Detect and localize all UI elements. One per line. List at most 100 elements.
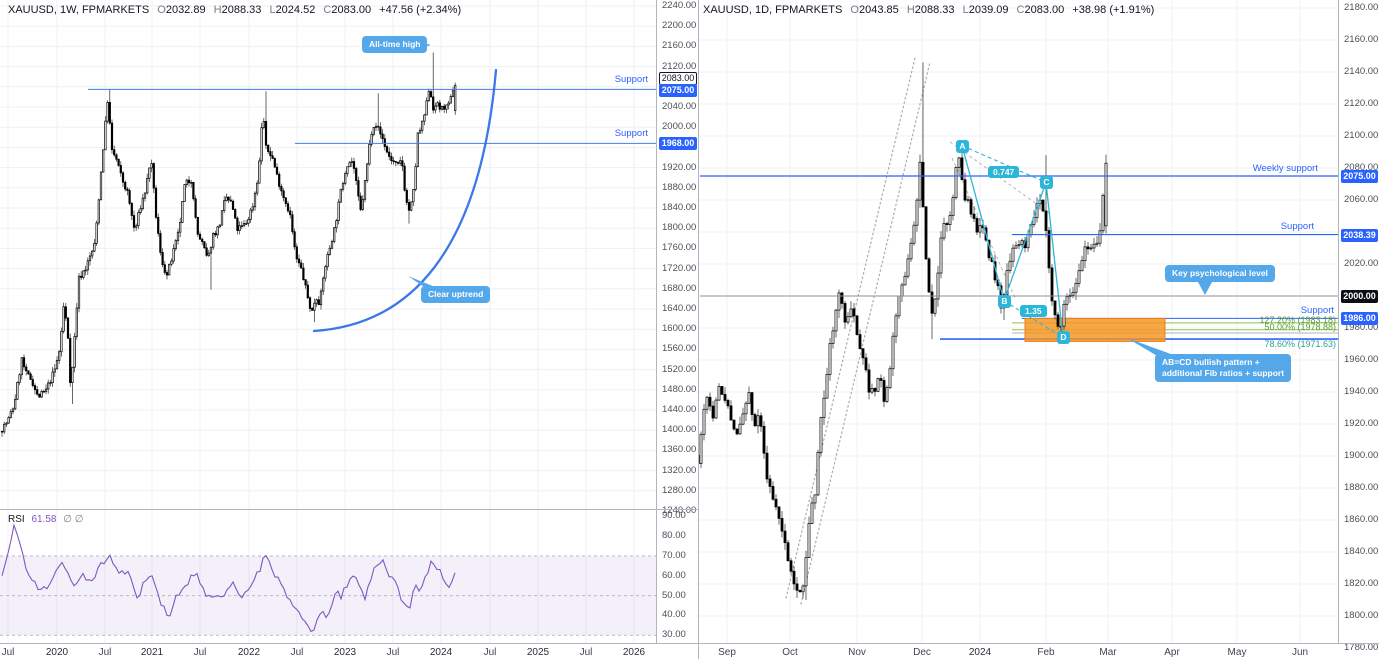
candle-body [915, 199, 919, 226]
candle-body [723, 394, 727, 401]
candle-body [269, 151, 272, 157]
price-tick-label: 1240.00 [662, 505, 697, 516]
daily-price-axis[interactable]: 2180.00 2160.00 2140.00 2120.00 2100.00 2080.… [1340, 0, 1379, 659]
candle-body [75, 307, 78, 337]
candle-body [882, 380, 886, 402]
dashed-trendline[interactable] [951, 157, 1017, 301]
candle-body [368, 143, 371, 165]
support-label-1986[interactable]: Support [1300, 305, 1334, 316]
candle-body [141, 197, 144, 210]
time-tick-label: 2020 [45, 647, 69, 658]
candle-body [326, 254, 329, 268]
support-label-2075[interactable]: Support [614, 74, 648, 85]
candle-body [396, 161, 400, 164]
rsi-pane-border[interactable] [0, 509, 698, 510]
support-label-1968[interactable]: Support [614, 128, 648, 139]
daily-candlestick-chart[interactable] [698, 0, 1339, 643]
candle-body [322, 277, 325, 292]
support-label-2038[interactable]: Support [1280, 221, 1314, 232]
candle-body [732, 419, 736, 430]
abcd-ac-dashed[interactable] [961, 145, 1047, 183]
abcd-bd-dashed[interactable] [1003, 300, 1064, 339]
low-label: L [962, 4, 969, 16]
uptrend-arc[interactable] [312, 68, 498, 333]
weekly-chart-legend[interactable]: XAUUSD, 1W, FPMARKETS O2032.89 H2088.33 … [8, 4, 461, 16]
candle-body [372, 127, 375, 135]
candle-body [1062, 303, 1066, 327]
candle-body [183, 184, 186, 202]
high-value: 2088.33 [221, 4, 262, 16]
chart-divider[interactable] [698, 0, 699, 659]
time-tick-label: Jul [193, 647, 207, 658]
candle-body [753, 414, 757, 427]
candle-body [768, 478, 772, 487]
candle-body [858, 334, 862, 349]
rsi-legend[interactable]: RSI 61.58 ∅ ∅ [8, 514, 83, 525]
candle-body [945, 223, 949, 225]
time-tick-label: May [1227, 647, 1247, 658]
support-zone-rect[interactable] [1024, 317, 1166, 342]
candle-body [735, 428, 739, 435]
candle-body [33, 385, 37, 390]
candle-body [88, 255, 92, 262]
open-label: O [157, 4, 166, 16]
abcd-ratio-ac[interactable]: 0.747 [988, 166, 1020, 178]
change-value: +47.56 (+2.34%) [379, 4, 462, 16]
abcd-ratio-bd[interactable]: 1.35 [1020, 305, 1047, 317]
abcd-pattern-callout[interactable]: AB=CD bullish pattern + additional Fib r… [1155, 354, 1292, 383]
candle-body [705, 396, 709, 410]
all-time-high-callout[interactable]: All-time high [362, 36, 428, 54]
candle-body [392, 160, 395, 162]
candle-body [966, 199, 970, 201]
candle-body [759, 415, 763, 427]
candle-body [146, 178, 149, 194]
abcd-pattern-line[interactable] [961, 145, 1064, 338]
candle-body [390, 156, 393, 162]
abcd-point-b[interactable]: B [998, 295, 1011, 308]
candle-body [346, 166, 349, 174]
candle-body [780, 518, 784, 532]
candle-body [93, 242, 96, 252]
candle-body [897, 295, 901, 317]
abcd-point-c[interactable]: C [1040, 176, 1053, 189]
candle-body [864, 357, 868, 371]
abcd-callout-pointer [1127, 338, 1179, 357]
symbol-title[interactable]: XAUUSD, 1D, FPMARKETS [703, 4, 843, 16]
candle-body [454, 84, 457, 111]
weekly-price-axis[interactable]: 2240.00 2200.00 2160.00 2120.00 2040.00 2000.… [658, 0, 698, 659]
clear-uptrend-callout[interactable]: Clear uptrend [421, 286, 491, 304]
abcd-point-d[interactable]: D [1057, 331, 1070, 344]
rsi-line[interactable] [1, 523, 456, 633]
price-tick-label: 1880.00 [662, 181, 697, 193]
candle-body [113, 149, 116, 156]
candle-body [1104, 162, 1108, 227]
fib-label-786[interactable]: 78.60% (1971.63) [1264, 339, 1336, 349]
fib-label-127[interactable]: 127.20% (1983.18) [1259, 315, 1336, 325]
symbol-title[interactable]: XAUUSD, 1W, FPMARKETS [8, 4, 150, 16]
price-tick-label: 1680.00 [662, 282, 697, 294]
candle-body [128, 190, 131, 204]
dotted-trendline[interactable] [800, 61, 931, 605]
candle-body [405, 189, 408, 203]
weekly-support-label[interactable]: Weekly support [1252, 163, 1318, 174]
weekly-candlestick-chart[interactable] [0, 0, 657, 643]
abcd-point-a[interactable]: A [956, 140, 969, 153]
key-psychological-level-callout[interactable]: Key psychological level [1165, 265, 1275, 283]
candle-body [16, 382, 19, 400]
candle-body [894, 315, 898, 337]
rsi-name[interactable]: RSI [8, 514, 25, 525]
dashed-trendline[interactable] [949, 141, 1053, 216]
fib-label-50[interactable]: 50.00% (1978.88) [1264, 322, 1336, 332]
candle-body [1044, 210, 1048, 231]
candle-body [55, 360, 59, 370]
candle-body [14, 398, 17, 410]
time-tick-label: 2022 [237, 647, 261, 658]
candle-body [1086, 246, 1090, 250]
candle-body [99, 171, 103, 201]
candle-body [284, 197, 287, 205]
candle-body [906, 258, 910, 277]
candle-body [317, 299, 320, 306]
candle-body [58, 351, 61, 361]
daily-chart-legend[interactable]: XAUUSD, 1D, FPMARKETS O2043.85 H2088.33 … [703, 4, 1154, 16]
